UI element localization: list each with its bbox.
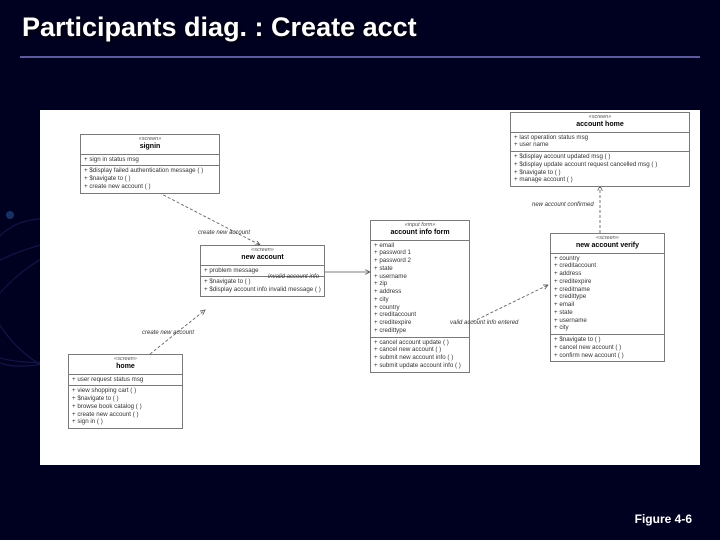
member-row: + create new account ( ) xyxy=(72,411,179,419)
member-row: + address xyxy=(374,288,466,296)
member-row: + confirm new account ( ) xyxy=(554,352,661,360)
member-row: + creditname xyxy=(554,286,661,294)
member-row: + country xyxy=(554,255,661,263)
member-row: + manage account ( ) xyxy=(514,176,686,184)
stereotype: «screen» xyxy=(72,356,179,363)
member-row: + $navigate to ( ) xyxy=(514,169,686,177)
member-row: + state xyxy=(554,309,661,317)
uml-class-signin: «screen»signin+ sign in status msg+ $dis… xyxy=(80,134,220,194)
participants-diagram: «screen»signin+ sign in status msg+ $dis… xyxy=(40,110,700,465)
member-row: + sign in status msg xyxy=(84,156,216,164)
member-row: + username xyxy=(374,273,466,281)
member-row: + username xyxy=(554,317,661,325)
class-header: «screen»signin xyxy=(81,135,219,155)
member-row: + cancel account update ( ) xyxy=(374,339,466,347)
member-row: + cancel new account ( ) xyxy=(374,346,466,354)
member-row: + zip xyxy=(374,280,466,288)
member-row: + email xyxy=(374,242,466,250)
member-row: + browse book catalog ( ) xyxy=(72,403,179,411)
uml-class-home: «screen»home+ user request status msg+ v… xyxy=(68,354,183,429)
figure-number: Figure 4-6 xyxy=(635,512,692,526)
member-row: + $navigate to ( ) xyxy=(84,175,216,183)
member-row: + creditaccount xyxy=(554,262,661,270)
uml-class-acctform: «input form»account info form+ email+ pa… xyxy=(370,220,470,373)
member-row: + $display update account request cancel… xyxy=(514,161,686,169)
slide-title: Participants diag. : Create acct xyxy=(22,12,417,43)
member-row: + creditaccount xyxy=(374,311,466,319)
class-name: home xyxy=(72,363,179,372)
class-name: account info form xyxy=(374,229,466,238)
member-row: + $navigate to ( ) xyxy=(72,395,179,403)
uml-class-accthome: «screen»account home+ last operation sta… xyxy=(510,112,690,187)
class-header: «screen»account home xyxy=(511,113,689,133)
member-row: + $display account info invalid message … xyxy=(204,286,321,294)
class-name: signin xyxy=(84,143,216,152)
member-row: + create new account ( ) xyxy=(84,183,216,191)
member-row: + email xyxy=(554,301,661,309)
member-row: + view shopping cart ( ) xyxy=(72,387,179,395)
member-row: + $navigate to ( ) xyxy=(554,336,661,344)
stereotype: «screen» xyxy=(204,247,321,254)
member-row: + password 1 xyxy=(374,249,466,257)
class-name: new account xyxy=(204,254,321,263)
member-row: + credittype xyxy=(374,327,466,335)
title-underline xyxy=(20,56,700,58)
class-header: «screen»home xyxy=(69,355,182,375)
member-row: + state xyxy=(374,265,466,273)
edge-label: new account confirmed xyxy=(532,202,594,208)
edge-label: valid account info entered xyxy=(450,320,518,326)
member-row: + $display account updated msg ( ) xyxy=(514,153,686,161)
member-row: + credittype xyxy=(554,293,661,301)
class-header: «screen»new account xyxy=(201,246,324,266)
stereotype: «screen» xyxy=(84,136,216,143)
member-row: + $display failed authentication message… xyxy=(84,167,216,175)
class-name: new account verify xyxy=(554,242,661,251)
member-row: + user request status msg xyxy=(72,376,179,384)
member-row: + last operation status msg xyxy=(514,134,686,142)
class-header: «screen»new account verify xyxy=(551,234,664,254)
uml-class-verify: «screen»new account verify+ country+ cre… xyxy=(550,233,665,362)
member-row: + user name xyxy=(514,141,686,149)
member-row: + city xyxy=(554,324,661,332)
member-row: + submit new account info ( ) xyxy=(374,354,466,362)
member-row: + country xyxy=(374,304,466,312)
stereotype: «screen» xyxy=(554,235,661,242)
uml-class-newacct: «screen»new account+ problem message+ $n… xyxy=(200,245,325,297)
edge xyxy=(468,285,548,324)
edge-label: create new account xyxy=(198,230,250,236)
member-row: + sign in ( ) xyxy=(72,418,179,426)
member-row: + cancel new account ( ) xyxy=(554,344,661,352)
member-row: + creditexpire xyxy=(554,278,661,286)
edge xyxy=(150,188,260,245)
member-row: + address xyxy=(554,270,661,278)
class-header: «input form»account info form xyxy=(371,221,469,241)
edge-label: invalid account info xyxy=(268,274,319,280)
member-row: + city xyxy=(374,296,466,304)
stereotype: «input form» xyxy=(374,222,466,229)
edge-label: create new account xyxy=(142,330,194,336)
class-name: account home xyxy=(514,121,686,130)
stereotype: «screen» xyxy=(514,114,686,121)
member-row: + password 2 xyxy=(374,257,466,265)
member-row: + submit update account info ( ) xyxy=(374,362,466,370)
